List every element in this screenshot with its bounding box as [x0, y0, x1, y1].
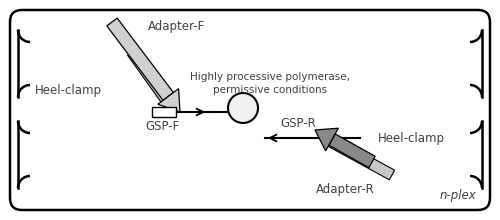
Text: Adapter-R: Adapter-R	[316, 183, 374, 196]
Text: n-plex: n-plex	[440, 189, 476, 202]
Bar	[152, 107, 176, 117]
Polygon shape	[107, 18, 174, 100]
Circle shape	[228, 93, 258, 123]
Text: Highly processive polymerase,
permissive conditions: Highly processive polymerase, permissive…	[190, 72, 350, 95]
Polygon shape	[315, 128, 338, 151]
Polygon shape	[128, 49, 176, 111]
Text: Heel-clamp: Heel-clamp	[35, 84, 102, 97]
Text: Adapter-F: Adapter-F	[148, 20, 206, 33]
Polygon shape	[329, 134, 375, 168]
Polygon shape	[158, 89, 180, 112]
FancyBboxPatch shape	[10, 10, 490, 210]
Text: Heel-clamp: Heel-clamp	[378, 132, 445, 145]
Text: GSP-R: GSP-R	[280, 117, 316, 130]
Text: GSP-F: GSP-F	[146, 120, 180, 133]
Polygon shape	[326, 135, 394, 180]
